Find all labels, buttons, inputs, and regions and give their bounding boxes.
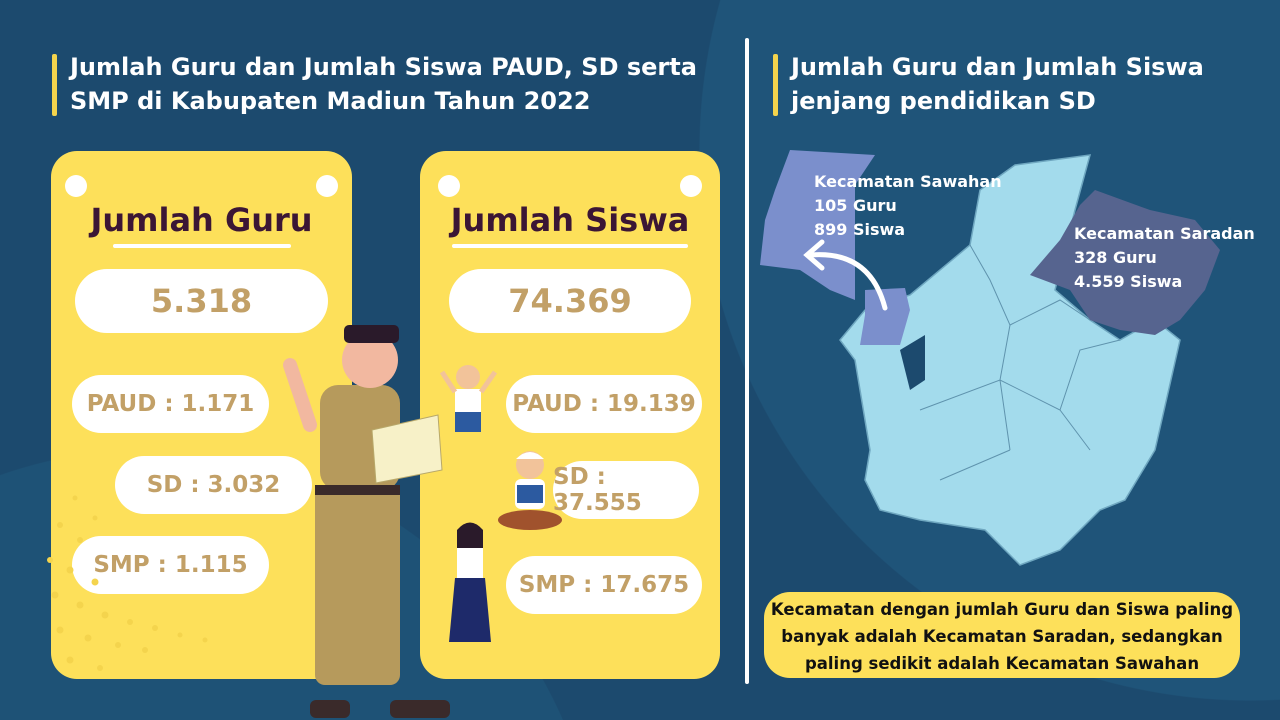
student-sd-illustration (498, 451, 562, 530)
dot-pattern (47, 495, 208, 671)
arrow-icon (807, 252, 888, 311)
siswa-smp: SMP : 17.675 (506, 556, 702, 614)
lake-shape (900, 335, 925, 390)
card-hole (438, 175, 460, 197)
saradan-name: Kecamatan Saradan (1074, 224, 1255, 243)
map-region-saradan (1030, 190, 1220, 335)
card-hole (65, 175, 87, 197)
sawahan-siswa: 899 Siswa (814, 220, 906, 239)
sawahan-name: Kecamatan Sawahan (814, 172, 1002, 191)
guru-total: 5.318 (75, 269, 328, 333)
saradan-guru: 328 Guru (1074, 248, 1157, 267)
divider (745, 38, 749, 684)
teacher-illustration (283, 325, 450, 718)
guru-paud: PAUD : 1.171 (72, 375, 269, 433)
saradan-siswa: 4.559 Siswa (1074, 272, 1183, 291)
left-title: Jumlah Guru dan Jumlah Siswa PAUD, SD se… (52, 50, 702, 118)
saradan-label: Kecamatan Saradan 328 Guru 4.559 Siswa (1074, 222, 1264, 294)
student-smp-illustration (449, 522, 491, 642)
card-hole (680, 175, 702, 197)
guru-sd: SD : 3.032 (115, 456, 312, 514)
siswa-paud: PAUD : 19.139 (506, 375, 702, 433)
siswa-total: 74.369 (449, 269, 691, 333)
heading-underline (452, 244, 688, 248)
heading-underline (113, 244, 291, 248)
siswa-sd: SD : 37.555 (553, 461, 699, 519)
siswa-heading: Jumlah Siswa (450, 201, 690, 239)
sawahan-label: Kecamatan Sawahan 105 Guru 899 Siswa (814, 170, 1002, 242)
madiun-map (760, 150, 1220, 566)
map-region-sawahan (760, 150, 910, 345)
card-hole (316, 175, 338, 197)
guru-heading: Jumlah Guru (90, 201, 313, 239)
student-paud-illustration (440, 365, 498, 432)
sawahan-guru: 105 Guru (814, 196, 897, 215)
guru-smp: SMP : 1.115 (72, 536, 269, 594)
right-title: Jumlah Guru dan Jumlah Siswa jenjang pen… (773, 50, 1233, 118)
summary-note: Kecamatan dengan jumlah Guru dan Siswa p… (764, 592, 1240, 678)
